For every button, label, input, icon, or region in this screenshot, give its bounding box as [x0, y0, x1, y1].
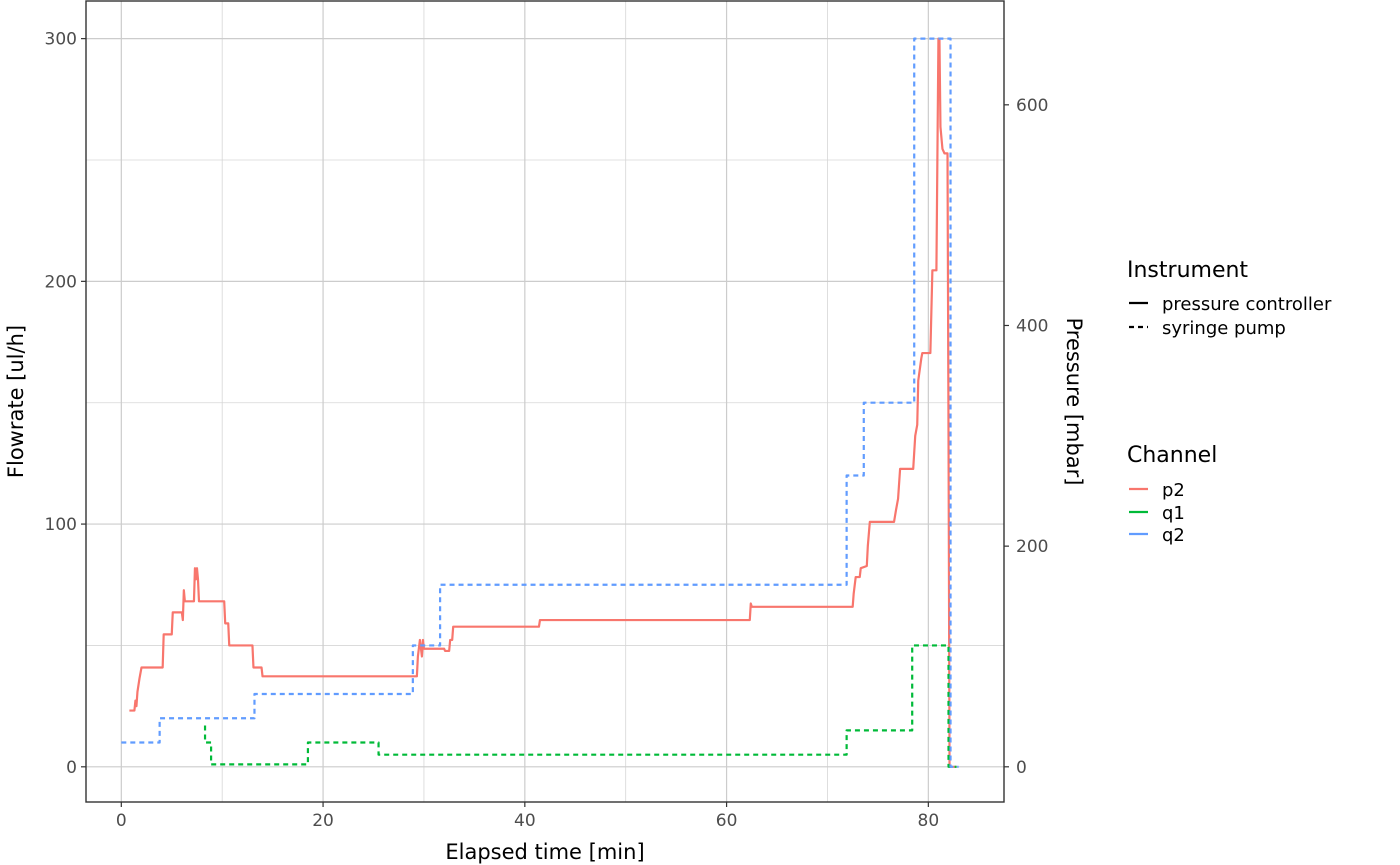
x-tick-label: 60	[716, 811, 738, 831]
x-tick-label: 40	[514, 811, 536, 831]
legend-label-q2: q2	[1162, 525, 1185, 546]
legend-label-pressure-controller: pressure controller	[1162, 294, 1332, 315]
legend: Instrument pressure controller syringe p…	[1127, 258, 1332, 546]
y-tick-label: 200	[45, 272, 77, 292]
y2-tick-label: 600	[1016, 96, 1048, 116]
axes: 0 20 40 60 80 0 100 200 300 0 200 400 600	[45, 30, 1049, 831]
series-line-q1	[203, 644, 957, 768]
legend-label-syringe-pump: syringe pump	[1162, 318, 1286, 339]
series-line-p2	[129, 37, 957, 768]
series-layer	[121, 37, 959, 768]
y2-tick-label: 400	[1016, 316, 1048, 336]
gridlines	[86, 1, 1004, 802]
plot-panel-border	[85, 0, 1005, 803]
series-line-q2	[121, 37, 959, 768]
x-tick-label: 0	[116, 811, 127, 831]
legend-title-channel: Channel	[1127, 443, 1217, 468]
plot-panel-background	[86, 1, 1004, 802]
y2-tick-label: 0	[1016, 758, 1027, 778]
legend-label-q1: q1	[1162, 503, 1185, 524]
x-tick-label: 80	[918, 811, 940, 831]
y-tick-label: 0	[66, 758, 77, 778]
y-tick-label: 300	[45, 30, 77, 50]
y-axis-title: Flowrate [ul/h]	[4, 325, 28, 478]
legend-title-instrument: Instrument	[1127, 258, 1248, 283]
y2-tick-label: 200	[1016, 537, 1048, 557]
y-tick-label: 100	[45, 515, 77, 535]
y2-axis-title: Pressure [mbar]	[1062, 317, 1086, 485]
x-tick-label: 20	[312, 811, 334, 831]
x-axis-title: Elapsed time [min]	[445, 840, 644, 864]
legend-label-p2: p2	[1162, 480, 1185, 501]
